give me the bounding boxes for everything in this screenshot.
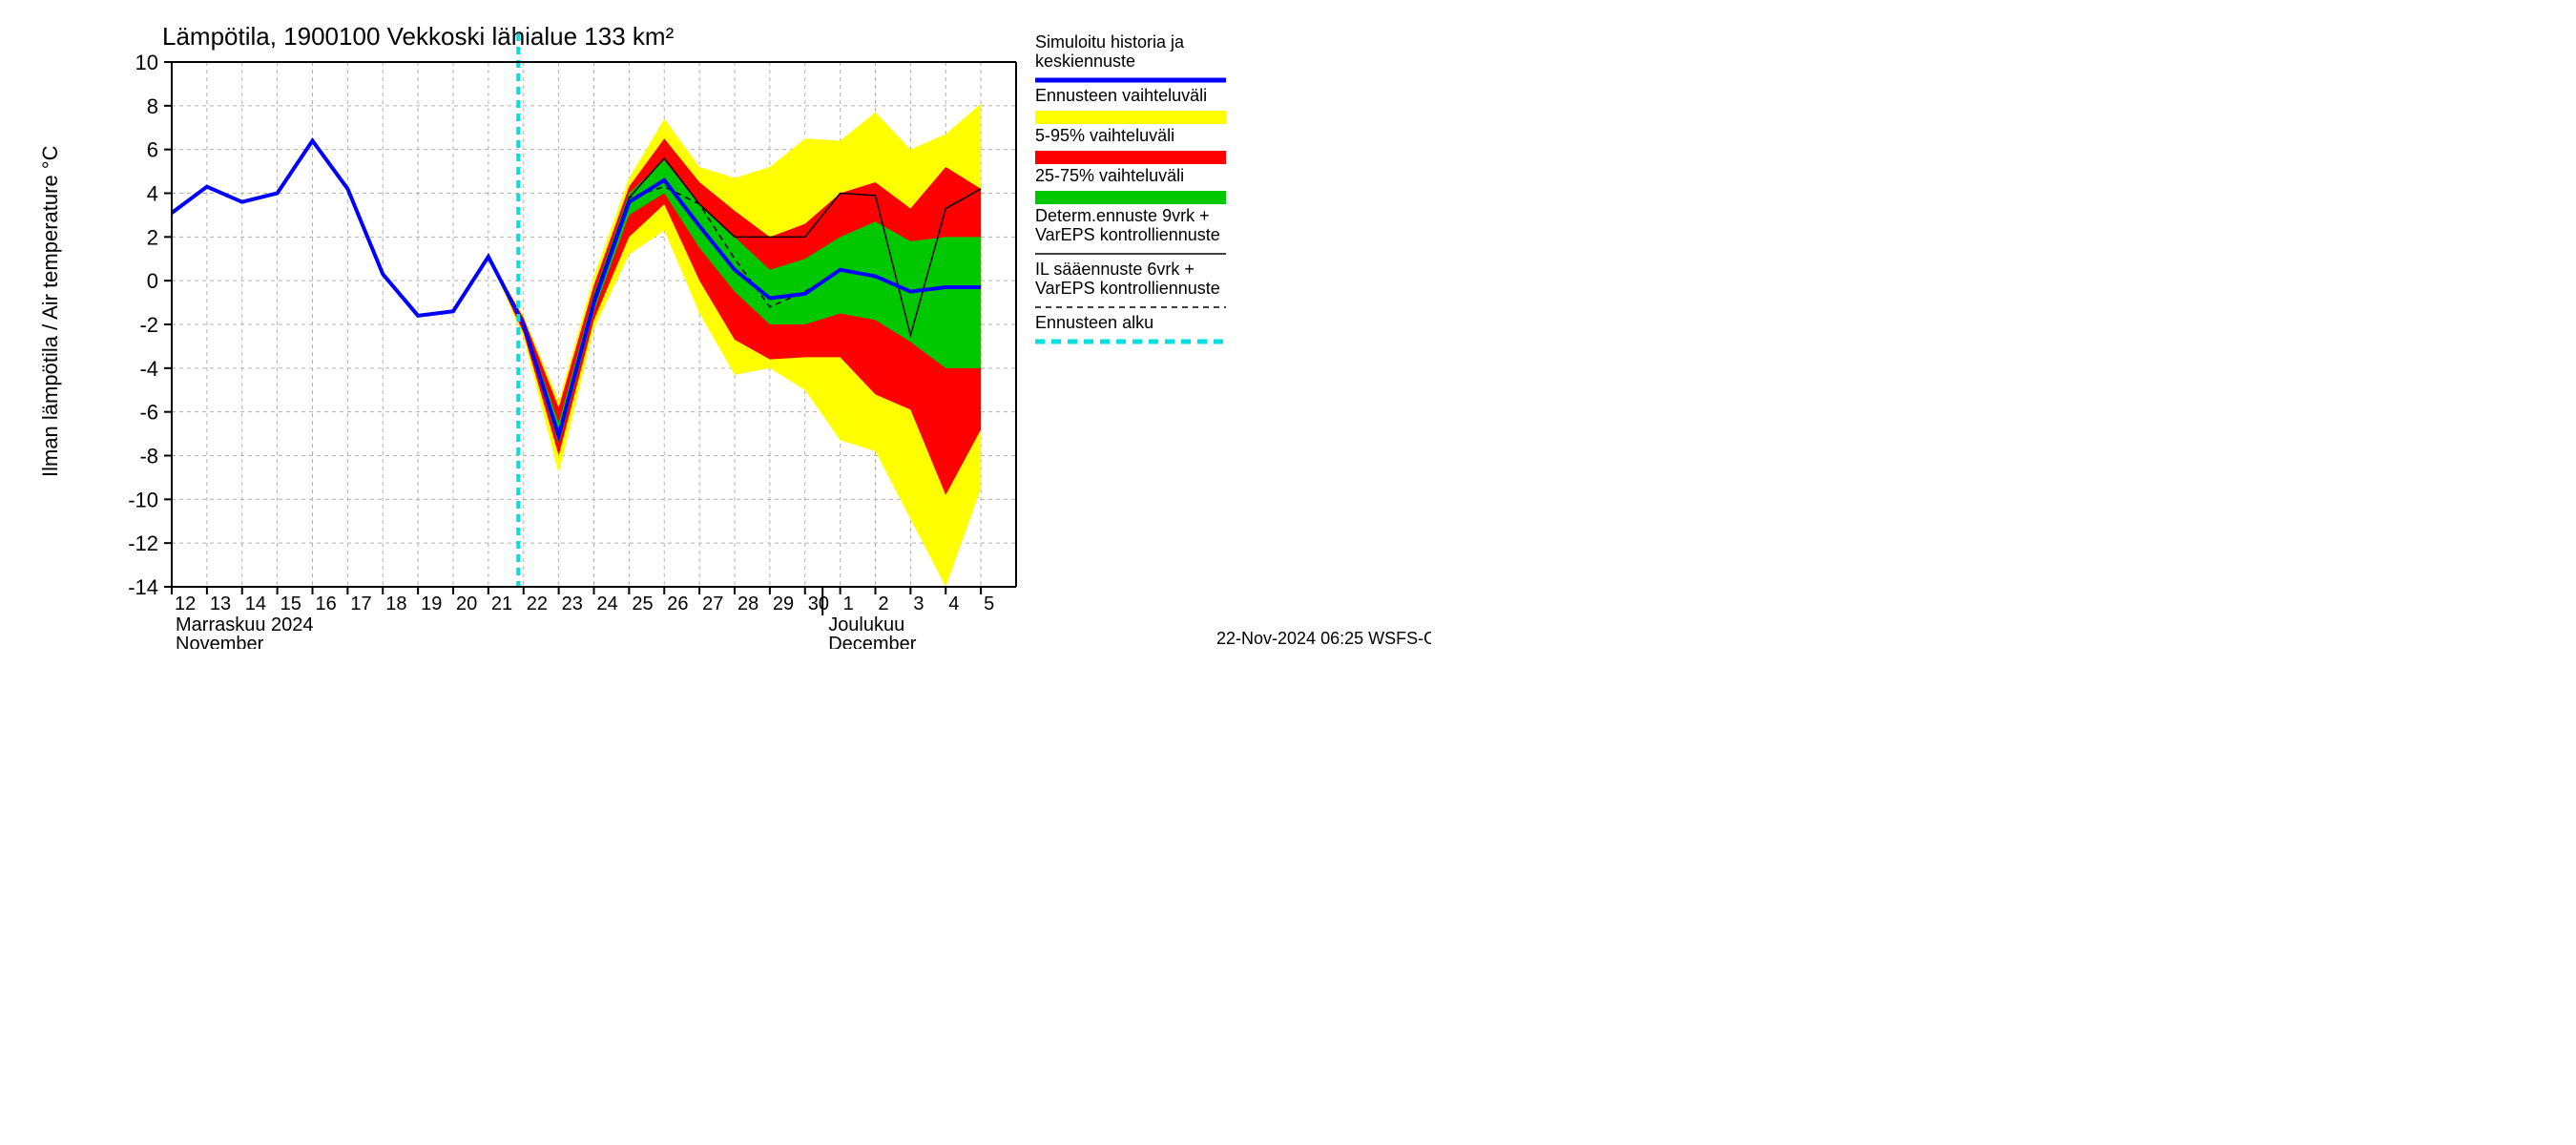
x-tick-label: 17 — [350, 593, 371, 614]
y-tick-label: 2 — [147, 225, 158, 249]
x-tick-label: 28 — [737, 593, 758, 614]
y-tick-label: -6 — [139, 401, 158, 425]
legend-label: Ennusteen vaihteluväli — [1035, 86, 1207, 105]
legend-swatch — [1035, 111, 1226, 124]
legend-label: IL sääennuste 6vrk + — [1035, 260, 1195, 279]
y-tick-label: -8 — [139, 445, 158, 468]
x-tick-label: 4 — [948, 593, 959, 614]
y-tick-label: 10 — [135, 51, 158, 74]
x-tick-label: 5 — [984, 593, 994, 614]
legend-label: VarEPS kontrolliennuste — [1035, 279, 1220, 298]
x-tick-label: 30 — [808, 593, 829, 614]
x-tick-label: 24 — [597, 593, 618, 614]
y-tick-label: -2 — [139, 313, 158, 337]
legend-swatch — [1035, 151, 1226, 164]
legend-label: VarEPS kontrolliennuste — [1035, 225, 1220, 244]
x-tick-label: 12 — [175, 593, 196, 614]
legend-swatch — [1035, 191, 1226, 204]
chart-title: Lämpötila, 1900100 Vekkoski lähialue 133… — [162, 22, 675, 51]
y-tick-label: 0 — [147, 269, 158, 293]
legend-label: keskiennuste — [1035, 52, 1135, 71]
x-tick-label: 21 — [491, 593, 512, 614]
temperature-forecast-chart: -14-12-10-8-6-4-202468101213141516171819… — [0, 0, 1431, 649]
chart-footer: 22-Nov-2024 06:25 WSFS-O — [1216, 629, 1431, 648]
x-tick-label: 29 — [773, 593, 794, 614]
month-label-nov-fi: Marraskuu 2024 — [176, 614, 314, 635]
x-tick-label: 2 — [879, 593, 889, 614]
month-label-dec-fi: Joulukuu — [828, 614, 904, 635]
x-tick-label: 22 — [527, 593, 548, 614]
x-tick-label: 3 — [913, 593, 924, 614]
y-tick-label: -12 — [128, 531, 158, 555]
y-tick-label: -14 — [128, 575, 158, 599]
x-tick-label: 23 — [562, 593, 583, 614]
x-tick-label: 25 — [632, 593, 653, 614]
legend-label: Ennusteen alku — [1035, 313, 1153, 332]
legend-label: 25-75% vaihteluväli — [1035, 166, 1184, 185]
y-tick-label: 4 — [147, 182, 158, 206]
x-tick-label: 27 — [702, 593, 723, 614]
y-tick-label: -4 — [139, 357, 158, 381]
legend-label: Simuloitu historia ja — [1035, 32, 1185, 52]
x-tick-label: 14 — [245, 593, 266, 614]
x-tick-label: 18 — [385, 593, 406, 614]
x-tick-label: 20 — [456, 593, 477, 614]
y-tick-label: 6 — [147, 138, 158, 162]
x-tick-label: 16 — [316, 593, 337, 614]
x-tick-label: 13 — [210, 593, 231, 614]
x-tick-label: 19 — [421, 593, 442, 614]
y-tick-label: -10 — [128, 488, 158, 511]
x-tick-label: 15 — [280, 593, 301, 614]
x-tick-label: 26 — [667, 593, 688, 614]
y-tick-label: 8 — [147, 94, 158, 118]
x-tick-label: 1 — [843, 593, 854, 614]
month-label-nov-en: November — [176, 634, 264, 649]
legend-label: Determ.ennuste 9vrk + — [1035, 206, 1210, 225]
legend-label: 5-95% vaihteluväli — [1035, 126, 1174, 145]
month-label-dec-en: December — [828, 634, 917, 649]
y-axis-label: Ilman lämpötila / Air temperature °C — [38, 145, 62, 477]
